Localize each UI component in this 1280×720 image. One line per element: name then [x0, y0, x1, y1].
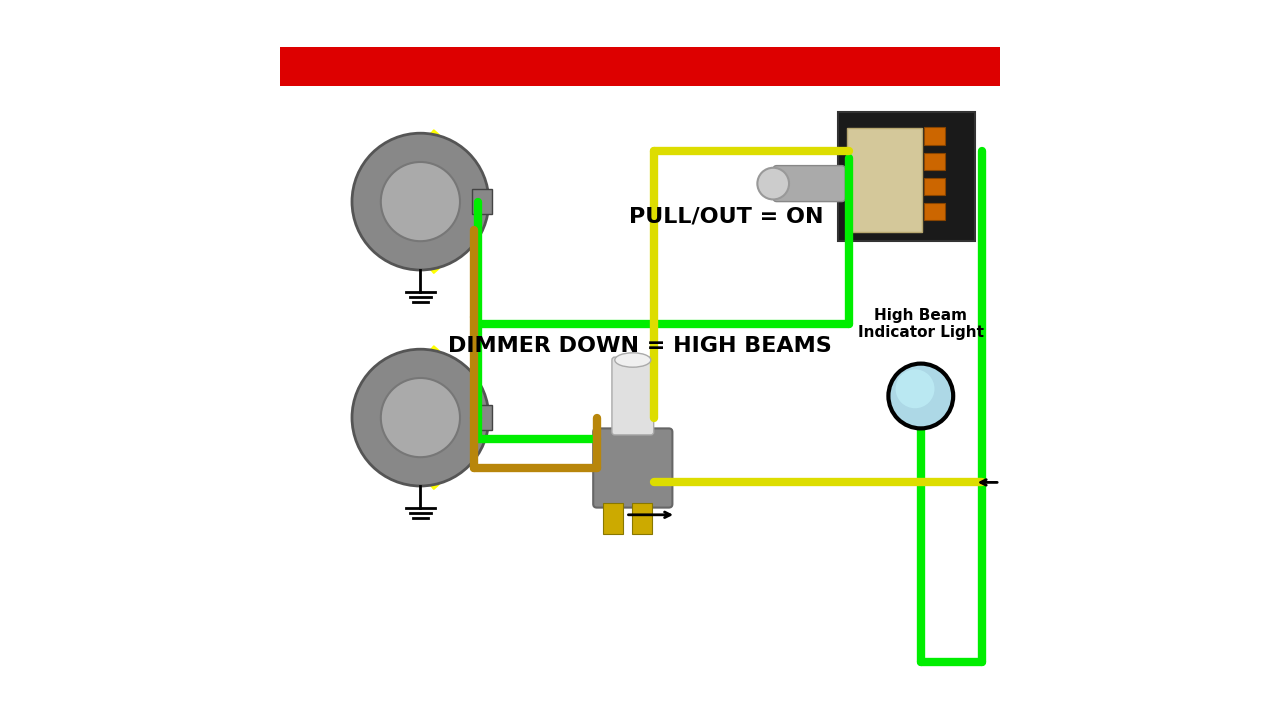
Wedge shape	[374, 130, 467, 274]
FancyBboxPatch shape	[471, 405, 493, 430]
FancyBboxPatch shape	[924, 178, 946, 195]
Circle shape	[381, 378, 460, 457]
FancyBboxPatch shape	[838, 112, 975, 241]
FancyBboxPatch shape	[924, 127, 946, 145]
FancyBboxPatch shape	[471, 189, 493, 214]
Ellipse shape	[614, 353, 650, 367]
Text: High Beam
Indicator Light: High Beam Indicator Light	[858, 308, 984, 341]
Circle shape	[758, 168, 788, 199]
Circle shape	[381, 162, 460, 241]
FancyBboxPatch shape	[924, 153, 946, 170]
FancyBboxPatch shape	[632, 503, 652, 534]
Text: PULL/OUT = ON: PULL/OUT = ON	[630, 206, 823, 226]
FancyBboxPatch shape	[603, 503, 623, 534]
FancyBboxPatch shape	[280, 47, 1000, 86]
Text: DIMMER DOWN = HIGH BEAMS: DIMMER DOWN = HIGH BEAMS	[448, 336, 832, 356]
Circle shape	[888, 364, 954, 428]
Wedge shape	[374, 346, 467, 490]
FancyBboxPatch shape	[773, 166, 845, 202]
FancyBboxPatch shape	[612, 357, 654, 435]
Circle shape	[352, 133, 489, 270]
Circle shape	[896, 369, 934, 408]
FancyBboxPatch shape	[924, 203, 946, 220]
FancyBboxPatch shape	[847, 128, 922, 232]
FancyBboxPatch shape	[593, 428, 672, 508]
Circle shape	[352, 349, 489, 486]
